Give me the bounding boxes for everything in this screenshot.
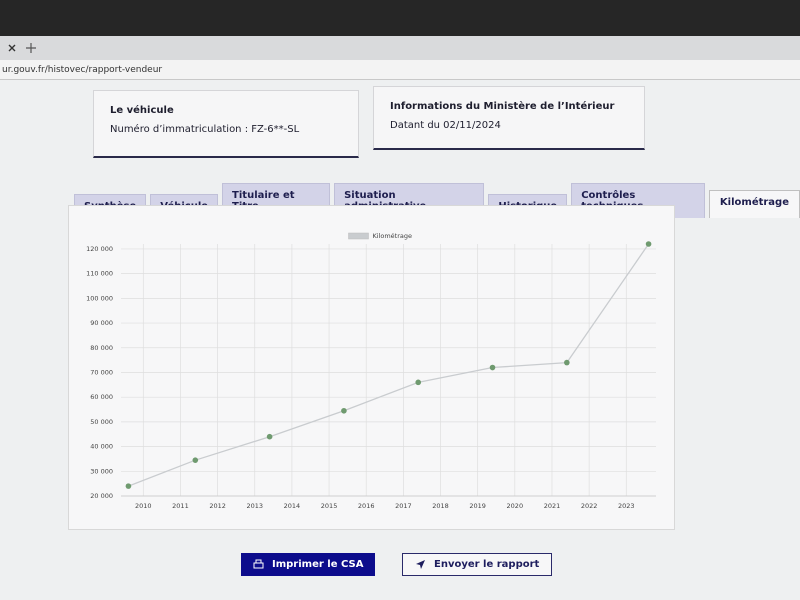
address-bar[interactable]: ur.gouv.fr/histovec/rapport-vendeur bbox=[0, 60, 800, 80]
data-point bbox=[564, 359, 570, 366]
x-tick-label: 2023 bbox=[618, 502, 635, 510]
x-tick-label: 2014 bbox=[284, 502, 301, 510]
data-point bbox=[266, 433, 273, 440]
data-point bbox=[341, 407, 347, 414]
data-point bbox=[645, 241, 652, 247]
card-title: Informations du Ministère de l’Intérieur bbox=[390, 101, 615, 112]
tab[interactable]: Kilométrage bbox=[708, 190, 800, 218]
x-tick-label: 2015 bbox=[321, 502, 338, 510]
vehicle-card: Le véhicule Numéro d’immatriculation : F… bbox=[93, 90, 359, 158]
x-tick-label: 2011 bbox=[172, 502, 189, 510]
browser-tabstrip bbox=[0, 36, 800, 60]
y-tick-label: 20 000 bbox=[90, 492, 113, 500]
x-tick-label: 2017 bbox=[395, 502, 412, 510]
data-point bbox=[415, 379, 422, 386]
y-tick-label: 30 000 bbox=[90, 467, 113, 475]
x-tick-label: 2013 bbox=[246, 502, 263, 510]
print-button[interactable]: Imprimer le CSA bbox=[241, 553, 376, 576]
y-tick-label: 60 000 bbox=[90, 393, 113, 401]
data-point bbox=[489, 364, 496, 371]
y-tick-label: 80 000 bbox=[90, 344, 113, 352]
y-tick-label: 90 000 bbox=[90, 319, 113, 327]
data-line bbox=[128, 243, 650, 487]
x-tick-label: 2018 bbox=[432, 502, 449, 510]
button-label: Envoyer le rapport bbox=[434, 559, 540, 570]
y-tick-label: 40 000 bbox=[90, 443, 113, 451]
x-tick-label: 2021 bbox=[544, 502, 561, 510]
ministry-card: Informations du Ministère de l’Intérieur… bbox=[373, 86, 645, 150]
legend-swatch bbox=[348, 232, 369, 240]
card-title: Le véhicule bbox=[110, 105, 174, 116]
send-button[interactable]: Envoyer le rapport bbox=[402, 553, 553, 576]
button-label: Imprimer le CSA bbox=[272, 559, 364, 570]
y-tick-label: 50 000 bbox=[90, 418, 113, 426]
y-tick-label: 120 000 bbox=[86, 245, 113, 253]
data-point bbox=[192, 457, 199, 463]
x-tick-label: 2016 bbox=[358, 502, 375, 510]
x-tick-label: 2022 bbox=[581, 502, 598, 510]
x-tick-label: 2019 bbox=[469, 502, 486, 510]
card-text: Numéro d’immatriculation : FZ-6**-SL bbox=[110, 124, 300, 135]
x-tick-label: 2010 bbox=[135, 502, 152, 510]
x-tick-label: 2012 bbox=[209, 502, 226, 510]
chart: 20 000 30 000 40 000 50 000 60 000 70 000 80 0… bbox=[86, 232, 656, 510]
legend-label: Kilométrage bbox=[373, 232, 413, 240]
chart-panel: 20 000 30 000 40 000 50 000 60 000 70 000 80 0… bbox=[68, 205, 675, 530]
data-point bbox=[125, 483, 132, 489]
tab-controls[interactable] bbox=[0, 36, 40, 60]
print-icon bbox=[253, 559, 264, 569]
monitor-bezel bbox=[0, 0, 800, 36]
x-tick-label: 2020 bbox=[507, 502, 524, 510]
y-tick-label: 110 000 bbox=[86, 270, 113, 278]
y-tick-label: 100 000 bbox=[86, 294, 113, 302]
y-tick-label: 70 000 bbox=[90, 368, 113, 376]
card-text: Datant du 02/11/2024 bbox=[390, 120, 501, 131]
send-icon bbox=[416, 560, 425, 569]
